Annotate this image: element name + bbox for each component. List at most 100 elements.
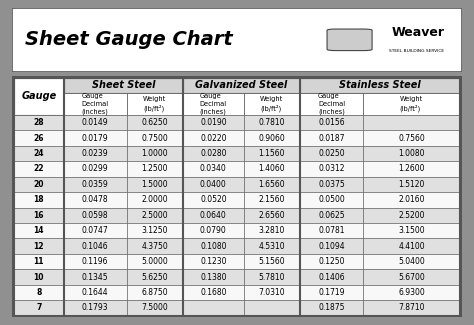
Text: 0.0187: 0.0187 <box>319 134 345 143</box>
Bar <box>183 254 244 269</box>
Bar <box>244 208 300 223</box>
Text: 0.1680: 0.1680 <box>200 288 227 297</box>
Text: Stainless Steel: Stainless Steel <box>339 80 421 90</box>
Text: Gauge: Gauge <box>21 91 56 101</box>
Text: 5.1560: 5.1560 <box>259 257 285 266</box>
Bar <box>363 93 460 115</box>
Bar <box>127 161 183 177</box>
Text: 6.8750: 6.8750 <box>142 288 168 297</box>
Bar <box>64 239 127 254</box>
Bar <box>64 269 127 285</box>
Text: 0.0340: 0.0340 <box>200 164 227 174</box>
Text: 0.9060: 0.9060 <box>258 134 285 143</box>
Text: 1.5120: 1.5120 <box>398 180 425 189</box>
Text: Gauge
Decimal
(inches): Gauge Decimal (inches) <box>318 93 345 115</box>
Bar <box>127 269 183 285</box>
Bar <box>244 300 300 316</box>
Bar <box>64 130 127 146</box>
Bar <box>183 208 244 223</box>
Bar <box>300 269 363 285</box>
Bar <box>14 208 64 223</box>
Bar <box>300 93 363 115</box>
Bar <box>300 300 363 316</box>
Bar <box>127 239 183 254</box>
Text: 4.3750: 4.3750 <box>141 242 168 251</box>
Text: 11: 11 <box>34 257 44 266</box>
Bar <box>363 285 460 300</box>
Bar <box>64 93 127 115</box>
Bar <box>127 254 183 269</box>
Text: 0.1793: 0.1793 <box>82 304 109 312</box>
Bar <box>300 223 363 239</box>
Bar <box>14 269 64 285</box>
Text: 0.0640: 0.0640 <box>200 211 227 220</box>
Bar <box>244 93 300 115</box>
Text: 0.7500: 0.7500 <box>141 134 168 143</box>
Text: 10: 10 <box>34 273 44 281</box>
Bar <box>14 146 64 161</box>
Text: 0.0156: 0.0156 <box>318 118 345 127</box>
Text: Gauge
Decimal
(inches): Gauge Decimal (inches) <box>200 93 227 115</box>
Bar <box>244 161 300 177</box>
Text: 4.5310: 4.5310 <box>259 242 285 251</box>
Text: 0.0598: 0.0598 <box>82 211 109 220</box>
Bar <box>244 115 300 130</box>
Text: 5.6700: 5.6700 <box>398 273 425 281</box>
Text: Gauge
Decimal
(inches): Gauge Decimal (inches) <box>82 93 109 115</box>
Text: 0.0312: 0.0312 <box>319 164 345 174</box>
Bar <box>64 208 127 223</box>
Bar <box>363 300 460 316</box>
Bar <box>64 161 127 177</box>
Bar <box>300 130 363 146</box>
Bar <box>127 208 183 223</box>
Bar <box>14 78 64 115</box>
Bar <box>14 161 64 177</box>
Bar <box>300 285 363 300</box>
Text: 8: 8 <box>36 288 42 297</box>
Text: Sheet Gauge Chart: Sheet Gauge Chart <box>26 30 233 49</box>
Text: Weight
(lb/ft²): Weight (lb/ft²) <box>143 96 166 112</box>
Bar <box>300 192 363 208</box>
Text: 0.1644: 0.1644 <box>82 288 109 297</box>
Text: 0.0359: 0.0359 <box>82 180 109 189</box>
Text: 22: 22 <box>34 164 44 174</box>
Bar <box>183 177 244 192</box>
Text: 1.5000: 1.5000 <box>142 180 168 189</box>
Text: 7.0310: 7.0310 <box>259 288 285 297</box>
Text: 0.0500: 0.0500 <box>318 195 345 204</box>
Text: 24: 24 <box>34 149 44 158</box>
Bar <box>363 115 460 130</box>
Text: STEEL BUILDING SERVICE: STEEL BUILDING SERVICE <box>389 49 444 53</box>
Text: Weaver: Weaver <box>391 26 444 39</box>
Bar <box>127 177 183 192</box>
Text: 1.0080: 1.0080 <box>398 149 425 158</box>
Bar <box>14 239 64 254</box>
Text: 2.5000: 2.5000 <box>142 211 168 220</box>
Bar <box>300 177 363 192</box>
Text: 0.0781: 0.0781 <box>319 226 345 235</box>
Text: Sheet Steel: Sheet Steel <box>91 80 155 90</box>
Bar <box>64 146 127 161</box>
Text: 1.6560: 1.6560 <box>259 180 285 189</box>
Text: Weight
(lb/ft²): Weight (lb/ft²) <box>400 96 423 112</box>
Text: 0.0280: 0.0280 <box>200 149 227 158</box>
Text: 0.0299: 0.0299 <box>82 164 109 174</box>
Bar <box>64 192 127 208</box>
Bar <box>183 285 244 300</box>
Text: 5.7810: 5.7810 <box>259 273 285 281</box>
Bar <box>244 239 300 254</box>
Text: 0.1196: 0.1196 <box>82 257 109 266</box>
Bar <box>14 192 64 208</box>
Bar <box>183 269 244 285</box>
Bar <box>244 254 300 269</box>
Bar <box>300 208 363 223</box>
Bar <box>183 223 244 239</box>
Text: 1.2600: 1.2600 <box>398 164 425 174</box>
Bar <box>363 130 460 146</box>
Text: 28: 28 <box>34 118 44 127</box>
Text: 2.1560: 2.1560 <box>259 195 285 204</box>
Bar <box>127 93 183 115</box>
Text: 1.0000: 1.0000 <box>142 149 168 158</box>
Text: 0.0478: 0.0478 <box>82 195 109 204</box>
Bar <box>300 161 363 177</box>
